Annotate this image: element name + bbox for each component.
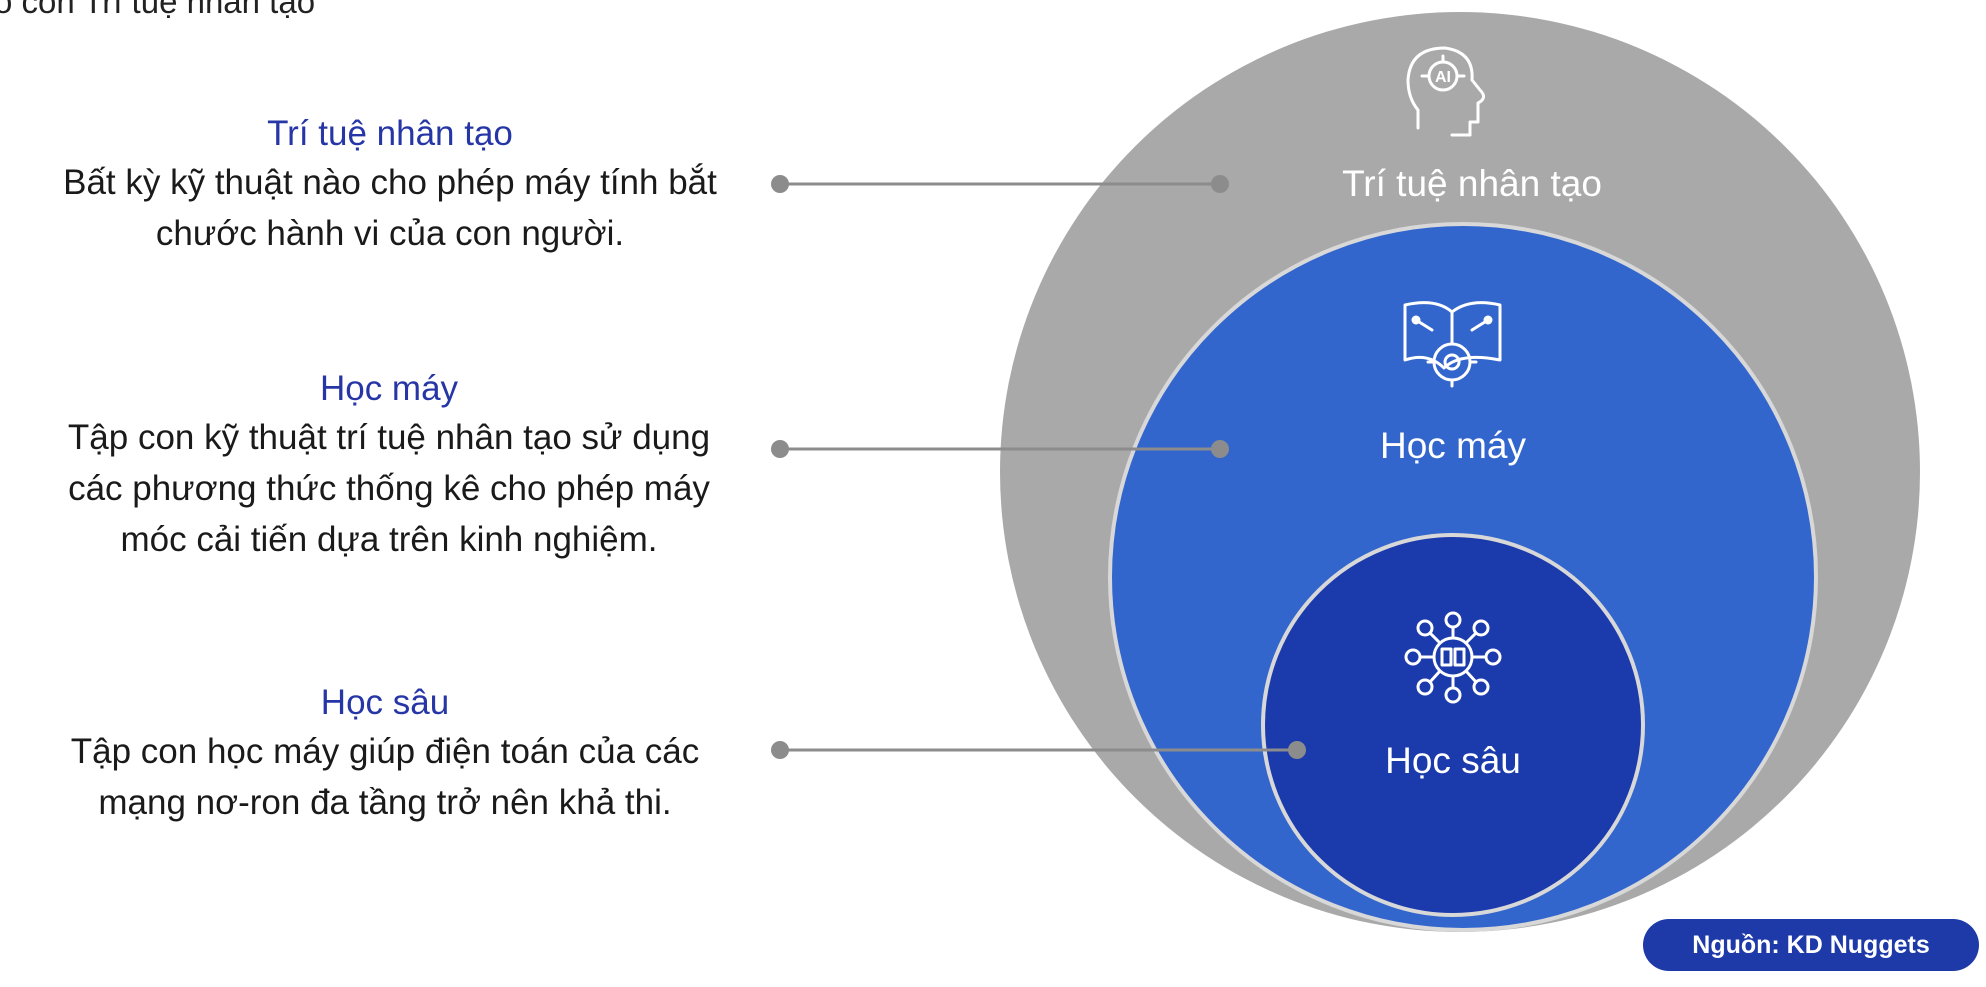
cut-off-heading: o con Trí tuệ nhân tạo (0, 0, 316, 20)
ai-description-title: Trí tuệ nhân tạo (267, 114, 513, 153)
dl-circle-label: Học sâu (1385, 740, 1521, 781)
dl-description: Học sâu Tập con học máy giúp điện toán c… (10, 680, 760, 828)
ai-head-icon: AI (1406, 46, 1485, 137)
neural-network-icon (1404, 611, 1502, 704)
ml-description-line: các phương thức thống kê cho phép máy (68, 469, 710, 508)
ml-circle-label: Học máy (1380, 425, 1526, 466)
dl-description-line: Tập con học máy giúp điện toán của các (70, 732, 700, 771)
ai-description-line: Bất kỳ kỹ thuật nào cho phép máy tính bắ… (63, 163, 717, 202)
ml-description-title: Học máy (319, 369, 459, 408)
ai-description-line: chước hành vi của con người. (155, 214, 625, 253)
dl-description-line: mạng nơ-ron đa tầng trở nên khả thi. (98, 783, 672, 822)
ml-connector (771, 440, 1229, 458)
ai-connector (771, 175, 1229, 193)
dl-connector (771, 741, 1306, 759)
ml-description: Học máy Tập con kỹ thuật trí tuệ nhân tạ… (14, 366, 764, 565)
svg-text:AI: AI (1435, 69, 1451, 86)
dl-circle (1261, 533, 1645, 917)
ai-circle-label: Trí tuệ nhân tạo (1342, 163, 1602, 204)
book-gear-icon (1403, 301, 1502, 388)
ml-description-line: móc cải tiến dựa trên kinh nghiệm. (120, 520, 658, 559)
dl-description-title: Học sâu (320, 683, 450, 722)
ai-description: Trí tuệ nhân tạo Bất kỳ kỹ thuật nào cho… (10, 111, 770, 259)
source-badge: Nguồn: KD Nuggets (1643, 919, 1979, 971)
ml-description-line: Tập con kỹ thuật trí tuệ nhân tạo sử dụn… (67, 418, 711, 457)
